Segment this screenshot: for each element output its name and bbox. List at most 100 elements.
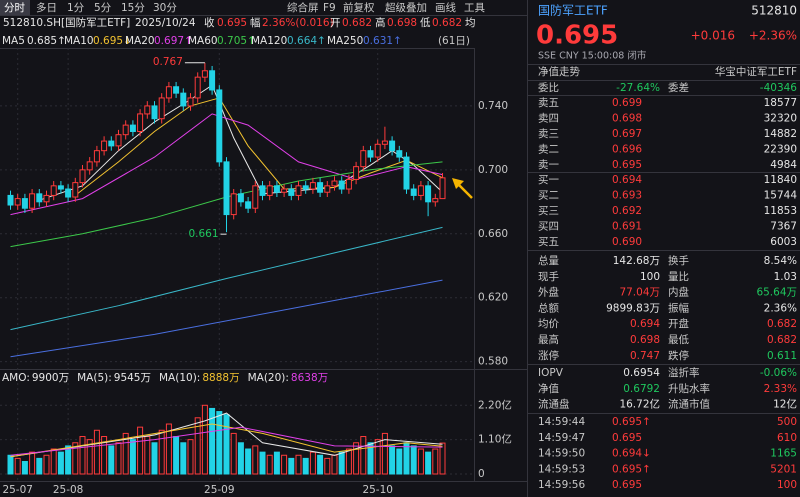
toolbar-button[interactable]: 工具	[464, 2, 485, 14]
volume-bar	[122, 432, 129, 475]
toolbar-tab[interactable]: 多日	[36, 1, 57, 14]
stat-label: 流通市值	[668, 398, 710, 411]
stat-value: 1.03	[774, 271, 797, 283]
candle-body	[374, 143, 381, 158]
legend-label: MA120	[251, 35, 287, 47]
y-tick-label: 0.740	[478, 100, 508, 112]
toolbar-tab[interactable]: 30分	[153, 2, 177, 14]
toolbar-tab[interactable]: 分时	[4, 2, 25, 14]
volume-bar	[180, 442, 187, 475]
legend-value: 0.697↑	[154, 35, 193, 47]
volume-bar	[338, 451, 345, 475]
stat-label: 流通盘	[538, 398, 570, 411]
book-label: 卖二	[538, 144, 559, 156]
stat-label: 最高	[538, 333, 559, 346]
annotation: 0.767	[153, 56, 183, 68]
stat-label: 净值	[538, 382, 559, 395]
volume-bar	[353, 442, 360, 475]
volume-bar	[50, 448, 57, 475]
panel-tab[interactable]: 净值走势	[538, 65, 580, 78]
quote-label: 开	[330, 17, 341, 29]
trade-volume: 1165	[770, 448, 797, 460]
side-separators	[528, 64, 800, 414]
toolbar-tab[interactable]: 1分	[67, 2, 85, 14]
toolbar-button[interactable]: 超级叠加	[385, 1, 427, 14]
toolbar-button[interactable]: 前复权	[343, 1, 375, 14]
row-value: -40346	[760, 82, 798, 94]
volume-bar	[324, 457, 331, 475]
stat-label: 溢折率	[668, 366, 700, 379]
toolbar-tab[interactable]: 5分	[94, 2, 112, 14]
volume-bar	[389, 445, 396, 475]
volume-bar	[115, 442, 122, 475]
book-price: 0.691	[612, 221, 642, 233]
x-tick-label: 25-09	[204, 484, 235, 496]
volume-bar	[360, 436, 367, 475]
book-label: 买二	[538, 190, 559, 202]
volume-bar	[101, 436, 108, 475]
row-label: 委比	[538, 81, 559, 94]
volume-bar	[93, 429, 100, 475]
legend-label: MA250	[327, 35, 363, 47]
book-volume: 32320	[764, 113, 797, 125]
candle-body	[137, 113, 144, 132]
panel-tab[interactable]: 华宝中证军工ETF	[715, 65, 797, 78]
volume-bar	[187, 439, 194, 475]
book-volume: 22390	[764, 144, 797, 156]
toolbar-tab[interactable]: 15分	[121, 2, 145, 14]
stat-label: 跌停	[668, 349, 689, 362]
quote-label: 512810.SH[国防军工ETF]	[3, 16, 130, 29]
volume-bar	[223, 414, 230, 475]
volume-bar	[108, 445, 115, 475]
legend-label: MA(5):	[77, 372, 112, 384]
y-tick-label: 0.620	[478, 292, 508, 304]
quote-label: 均	[465, 17, 476, 29]
book-volume: 14882	[764, 128, 797, 140]
row-label: 委差	[668, 81, 689, 94]
trade-price: 0.695↑	[612, 463, 651, 475]
ma-line	[10, 226, 443, 331]
candle-body	[367, 150, 374, 158]
legend-label: AMO:	[2, 372, 30, 384]
candle-body	[216, 89, 223, 163]
quote-label: 低	[420, 16, 431, 29]
ma-line	[10, 279, 443, 358]
book-price: 0.690	[612, 236, 642, 248]
volume-bar	[165, 423, 172, 475]
volume-bar	[72, 442, 79, 475]
volume-bar	[288, 457, 295, 475]
volume-bar	[302, 457, 309, 475]
book-price: 0.696	[612, 144, 642, 156]
quote-value: 0.695	[217, 17, 247, 29]
book-price: 0.692	[612, 205, 642, 217]
candle-body	[381, 140, 388, 145]
volume-bar	[345, 448, 352, 475]
volume-bar	[381, 432, 388, 475]
book-label: 买四	[538, 221, 559, 233]
volume-bar	[259, 451, 266, 475]
quote-value: 2.36%(0.016)	[262, 17, 334, 29]
toolbar-button[interactable]: 画线	[435, 1, 456, 14]
volume-bar	[252, 445, 259, 475]
trade-time: 14:59:53	[538, 463, 585, 475]
row-value: -27.64%	[616, 82, 660, 94]
candle-body	[273, 185, 280, 193]
candle-body	[180, 92, 187, 107]
toolbar-button[interactable]: F9	[323, 2, 336, 14]
candle-body	[209, 70, 216, 91]
legend-label: MA60	[188, 35, 218, 47]
book-price: 0.698	[612, 113, 642, 125]
candle-body	[50, 185, 57, 196]
stat-value: 8.54%	[764, 255, 797, 267]
annotation: 0.661	[188, 228, 218, 240]
book-label: 买五	[538, 236, 559, 248]
candle-body	[432, 198, 439, 203]
trade-volume: 610	[777, 432, 797, 444]
volume-bar	[295, 454, 302, 475]
stat-label: 内盘	[668, 286, 689, 299]
security-name[interactable]: 国防军工ETF	[538, 3, 608, 18]
toolbar-button[interactable]: 综合屏	[287, 1, 319, 14]
candle-body	[187, 97, 194, 107]
trade-volume: 500	[777, 416, 797, 428]
